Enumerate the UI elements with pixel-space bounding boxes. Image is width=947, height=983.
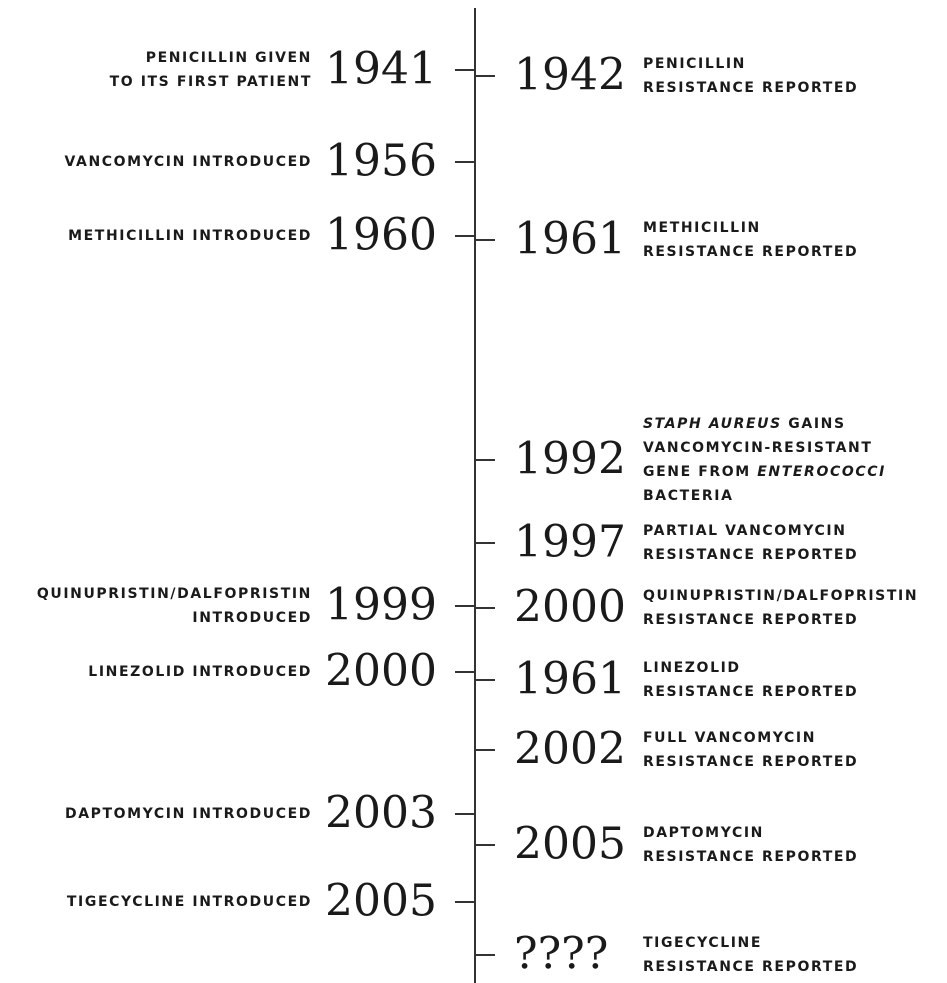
label-segment: STAPH AUREUS bbox=[643, 416, 782, 432]
year: 1960 bbox=[325, 210, 437, 261]
year: 1999 bbox=[325, 580, 437, 631]
year: 1997 bbox=[514, 517, 626, 568]
event-label: QUINUPRISTIN/DALFOPRISTIN bbox=[643, 588, 918, 604]
event-label: FULL VANCOMYCIN bbox=[643, 730, 816, 746]
event-label: DAPTOMYCIN INTRODUCED bbox=[65, 806, 312, 822]
event-label: RESISTANCE REPORTED bbox=[643, 849, 858, 865]
event-label: RESISTANCE REPORTED bbox=[643, 684, 858, 700]
year: 1956 bbox=[325, 136, 437, 187]
event-label: GENE FROM ENTEROCOCCI bbox=[643, 464, 886, 480]
event-label: RESISTANCE REPORTED bbox=[643, 612, 858, 628]
year: 2003 bbox=[325, 788, 437, 839]
event-label: METHICILLIN INTRODUCED bbox=[68, 228, 312, 244]
event-label: RESISTANCE REPORTED bbox=[643, 244, 858, 260]
label-segment: GENE FROM bbox=[643, 464, 757, 480]
year: 2000 bbox=[325, 646, 437, 697]
label-segment: ENTEROCOCCI bbox=[757, 464, 886, 480]
event-label: VANCOMYCIN INTRODUCED bbox=[65, 154, 312, 170]
event-label: STAPH AUREUS GAINS bbox=[643, 416, 846, 432]
year: 1941 bbox=[325, 44, 437, 95]
event-label: RESISTANCE REPORTED bbox=[643, 80, 858, 96]
event-label: QUINUPRISTIN/DALFOPRISTIN bbox=[37, 586, 312, 602]
event-label: LINEZOLID INTRODUCED bbox=[88, 664, 312, 680]
event-label: TIGECYCLINE bbox=[643, 935, 762, 951]
event-label: INTRODUCED bbox=[192, 610, 312, 626]
event-label: PARTIAL VANCOMYCIN bbox=[643, 523, 847, 539]
event-label: LINEZOLID bbox=[643, 660, 741, 676]
event-label: VANCOMYCIN-RESISTANT bbox=[643, 440, 872, 456]
year: ???? bbox=[514, 929, 608, 980]
event-label: PENICILLIN bbox=[643, 56, 746, 72]
event-label: TO ITS FIRST PATIENT bbox=[110, 74, 312, 90]
event-label: METHICILLIN bbox=[643, 220, 761, 236]
year: 2000 bbox=[514, 582, 626, 633]
event-label: PENICILLIN GIVEN bbox=[146, 50, 312, 66]
event-label: RESISTANCE REPORTED bbox=[643, 547, 858, 563]
year: 1961 bbox=[514, 214, 626, 265]
event-label: RESISTANCE REPORTED bbox=[643, 959, 858, 975]
year: 2005 bbox=[514, 819, 626, 870]
year: 1961 bbox=[514, 654, 626, 705]
year: 1992 bbox=[514, 434, 626, 485]
label-segment: GAINS bbox=[782, 416, 846, 432]
year: 1942 bbox=[514, 50, 626, 101]
event-label: RESISTANCE REPORTED bbox=[643, 754, 858, 770]
year: 2002 bbox=[514, 724, 626, 775]
event-label: DAPTOMYCIN bbox=[643, 825, 764, 841]
year: 2005 bbox=[325, 876, 437, 927]
event-label: TIGECYCLINE INTRODUCED bbox=[67, 894, 312, 910]
event-label: BACTERIA bbox=[643, 488, 734, 504]
